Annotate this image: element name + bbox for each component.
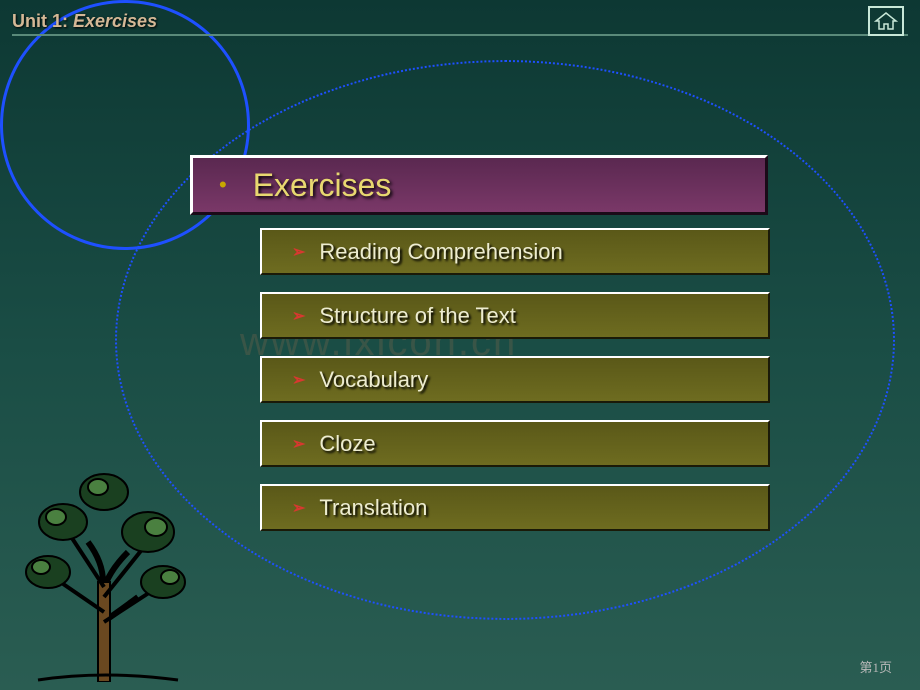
- slide-header: Unit 1: Exercises: [12, 8, 908, 36]
- header-subtitle: Exercises: [73, 11, 157, 31]
- exercise-item-reading[interactable]: ➢ Reading Comprehension: [260, 228, 770, 275]
- main-title-box: • Exercises: [190, 155, 768, 215]
- header-prefix: Unit 1:: [12, 11, 73, 31]
- arrow-icon: ➢: [292, 434, 305, 454]
- exercise-list: ➢ Reading Comprehension ➢ Structure of t…: [260, 228, 770, 548]
- arrow-icon: ➢: [292, 498, 305, 518]
- exercise-item-translation[interactable]: ➢ Translation: [260, 484, 770, 531]
- main-title-text: Exercises: [253, 167, 392, 204]
- item-label: Reading Comprehension: [319, 239, 562, 265]
- home-icon[interactable]: [868, 6, 904, 36]
- home-icon-svg: [874, 11, 898, 31]
- item-label: Cloze: [319, 431, 375, 457]
- tree-illustration: [8, 422, 208, 682]
- item-label: Vocabulary: [319, 367, 428, 393]
- exercise-item-cloze[interactable]: ➢ Cloze: [260, 420, 770, 467]
- bullet-icon: •: [219, 172, 227, 198]
- page-number: 第1页: [859, 657, 892, 676]
- arrow-icon: ➢: [292, 242, 305, 262]
- header-title: Unit 1: Exercises: [12, 11, 157, 32]
- exercise-item-structure[interactable]: ➢ Structure of the Text: [260, 292, 770, 339]
- arrow-icon: ➢: [292, 370, 305, 390]
- arrow-icon: ➢: [292, 306, 305, 326]
- item-label: Translation: [319, 495, 427, 521]
- item-label: Structure of the Text: [319, 303, 515, 329]
- exercise-item-vocabulary[interactable]: ➢ Vocabulary: [260, 356, 770, 403]
